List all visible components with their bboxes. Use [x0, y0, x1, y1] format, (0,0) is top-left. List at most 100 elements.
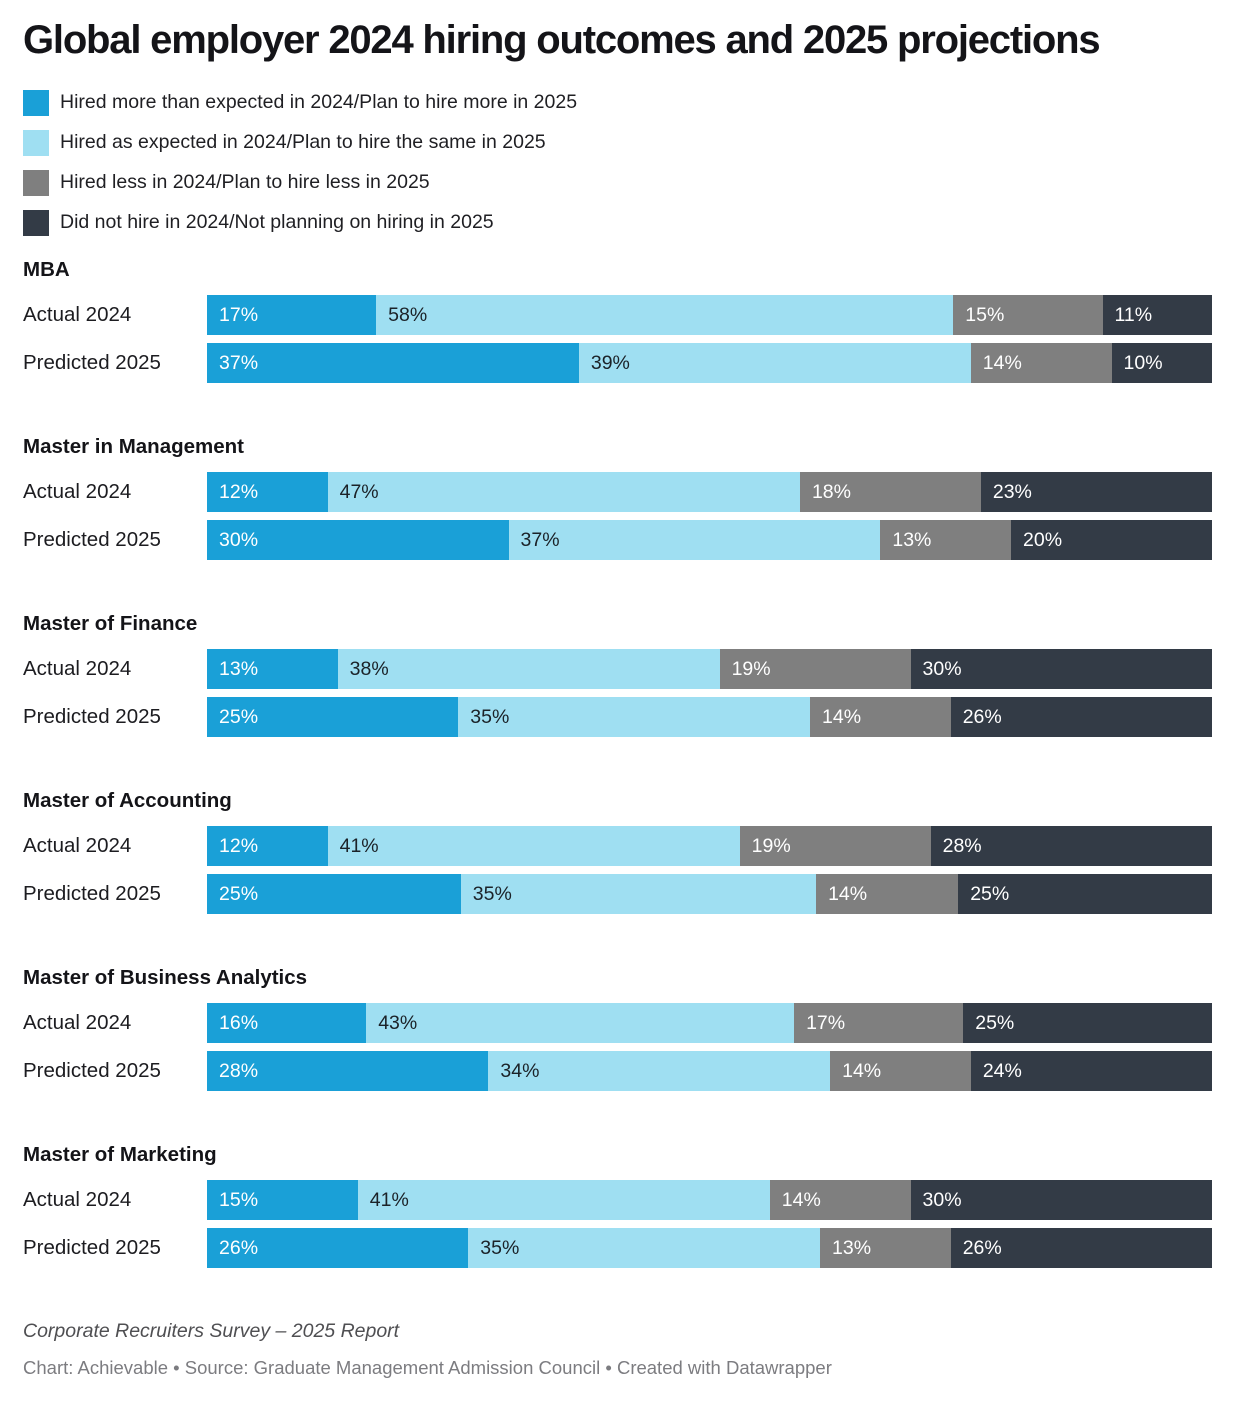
- bar-segment: 14%: [810, 697, 951, 737]
- segment-value-label: 17%: [219, 303, 259, 326]
- bar-row: Actual 2024 16% 43% 17% 25%: [23, 1003, 1212, 1043]
- segment-value-label: 37%: [520, 528, 560, 551]
- bar-segment: 15%: [207, 1180, 358, 1220]
- bar-segment: 35%: [460, 874, 817, 914]
- segment-value-label: 39%: [590, 351, 630, 374]
- chart-sections: MBA Actual 2024 17% 58% 15% 11% Predicted 2025…: [23, 258, 1213, 1268]
- legend-swatch: [23, 89, 49, 116]
- stacked-bar: 16% 43% 17% 25%: [207, 1003, 1212, 1043]
- row-label: Actual 2024: [23, 834, 132, 857]
- section-title: Master of Finance: [23, 612, 198, 635]
- legend-label: Hired less in 2024/Plan to hire less in …: [60, 171, 430, 193]
- segment-value-label: 10%: [1123, 351, 1163, 374]
- bar-segment: 28%: [930, 826, 1212, 866]
- bar-segment: 47%: [327, 472, 800, 512]
- row-label: Actual 2024: [23, 657, 132, 680]
- bar-segment: 37%: [508, 520, 881, 560]
- segment-value-label: 58%: [388, 303, 428, 326]
- bar-segment: 43%: [366, 1003, 795, 1043]
- stacked-bar: 12% 41% 19% 28%: [207, 826, 1212, 866]
- segment-value-label: 37%: [219, 351, 259, 374]
- bar-segment: 14%: [769, 1180, 911, 1220]
- segment-value-label: 23%: [992, 480, 1032, 503]
- bar-row: Actual 2024 17% 58% 15% 11%: [23, 295, 1212, 335]
- chart-section: Master in Management Actual 2024 12% 47% 18%…: [23, 435, 1212, 560]
- row-label: Predicted 2025: [23, 351, 161, 374]
- legend-label: Did not hire in 2024/Not planning on hir…: [60, 211, 494, 233]
- bar-segment: 37%: [207, 343, 579, 383]
- legend-label: Hired as expected in 2024/Plan to hire t…: [60, 131, 546, 153]
- bar-segment: 12%: [207, 472, 328, 512]
- segment-value-label: 35%: [472, 882, 512, 905]
- stacked-bar: 25% 35% 14% 26%: [207, 697, 1212, 737]
- bar-segment: 25%: [958, 874, 1212, 914]
- segment-value-label: 38%: [349, 657, 389, 680]
- bar-row: Actual 2024 12% 41% 19% 28%: [23, 826, 1212, 866]
- bar-segment: 14%: [816, 874, 959, 914]
- segment-value-label: 11%: [1114, 303, 1153, 326]
- segment-value-label: 18%: [811, 480, 851, 503]
- legend-item: Hired less in 2024/Plan to hire less in …: [23, 169, 1212, 196]
- legend-item: Hired as expected in 2024/Plan to hire t…: [23, 129, 1212, 156]
- stacked-bar: 12% 47% 18% 23%: [207, 472, 1212, 512]
- stacked-bar: 28% 34% 14% 24%: [207, 1051, 1213, 1091]
- bar-row: Predicted 2025 25% 35% 14% 26%: [23, 697, 1212, 737]
- segment-value-label: 30%: [219, 528, 259, 551]
- bar-segment: 38%: [337, 649, 720, 689]
- bar-segment: 28%: [207, 1051, 489, 1091]
- bar-segment: 30%: [207, 520, 509, 560]
- legend-swatch: [23, 129, 49, 156]
- chart-section: Master of Marketing Actual 2024 15% 41% 14% 3…: [23, 1143, 1212, 1268]
- bar-segment: 13%: [880, 520, 1011, 560]
- section-title: Master in Management: [23, 435, 244, 458]
- bar-segment: 30%: [910, 649, 1213, 689]
- section-title: Master of Marketing: [23, 1143, 217, 1166]
- segment-value-label: 17%: [806, 1011, 846, 1034]
- bar-segment: 39%: [578, 343, 971, 383]
- segment-value-label: 34%: [500, 1059, 540, 1082]
- segment-value-label: 25%: [970, 882, 1010, 905]
- section-title: Master of Business Analytics: [23, 966, 308, 989]
- chart-title: Global employer 2024 hiring outcomes and…: [23, 18, 1101, 62]
- stacked-bar: 17% 58% 15% 11%: [207, 295, 1212, 335]
- segment-value-label: 14%: [982, 351, 1022, 374]
- bar-segment: 10%: [1111, 343, 1212, 383]
- section-title: MBA: [23, 258, 70, 281]
- bar-segment: 20%: [1011, 520, 1212, 560]
- segment-value-label: 19%: [731, 657, 771, 680]
- bar-segment: 23%: [980, 472, 1212, 512]
- segment-value-label: 12%: [219, 480, 259, 503]
- bar-segment: 41%: [327, 826, 740, 866]
- bar-segment: 13%: [207, 649, 338, 689]
- legend-swatch: [23, 209, 49, 236]
- segment-value-label: 26%: [219, 1236, 259, 1259]
- bar-segment: 18%: [799, 472, 981, 512]
- segment-value-label: 30%: [922, 657, 962, 680]
- bar-segment: 14%: [970, 343, 1112, 383]
- bar-segment: 13%: [820, 1228, 951, 1268]
- bar-segment: 26%: [950, 697, 1212, 737]
- bar-segment: 17%: [794, 1003, 964, 1043]
- segment-value-label: 26%: [962, 1236, 1002, 1259]
- segment-value-label: 25%: [219, 705, 259, 728]
- segment-value-label: 12%: [219, 834, 259, 857]
- segment-value-label: 43%: [378, 1011, 418, 1034]
- bar-segment: 26%: [950, 1228, 1212, 1268]
- bar-segment: 35%: [468, 1228, 821, 1268]
- segment-value-label: 13%: [219, 657, 259, 680]
- row-label: Actual 2024: [23, 303, 132, 326]
- segment-value-label: 25%: [975, 1011, 1015, 1034]
- bar-row: Predicted 2025 37% 39% 14% 10%: [23, 343, 1212, 383]
- segment-value-label: 13%: [892, 528, 932, 551]
- bar-segment: 41%: [357, 1180, 770, 1220]
- row-label: Predicted 2025: [23, 882, 161, 905]
- row-label: Actual 2024: [23, 1188, 132, 1211]
- segment-value-label: 28%: [219, 1059, 259, 1082]
- bar-segment: 19%: [739, 826, 931, 866]
- row-label: Actual 2024: [23, 1011, 132, 1034]
- segment-value-label: 13%: [832, 1236, 872, 1259]
- segment-value-label: 14%: [828, 882, 868, 905]
- stacked-bar: 15% 41% 14% 30%: [207, 1180, 1212, 1220]
- bar-row: Predicted 2025 25% 35% 14% 25%: [23, 874, 1212, 914]
